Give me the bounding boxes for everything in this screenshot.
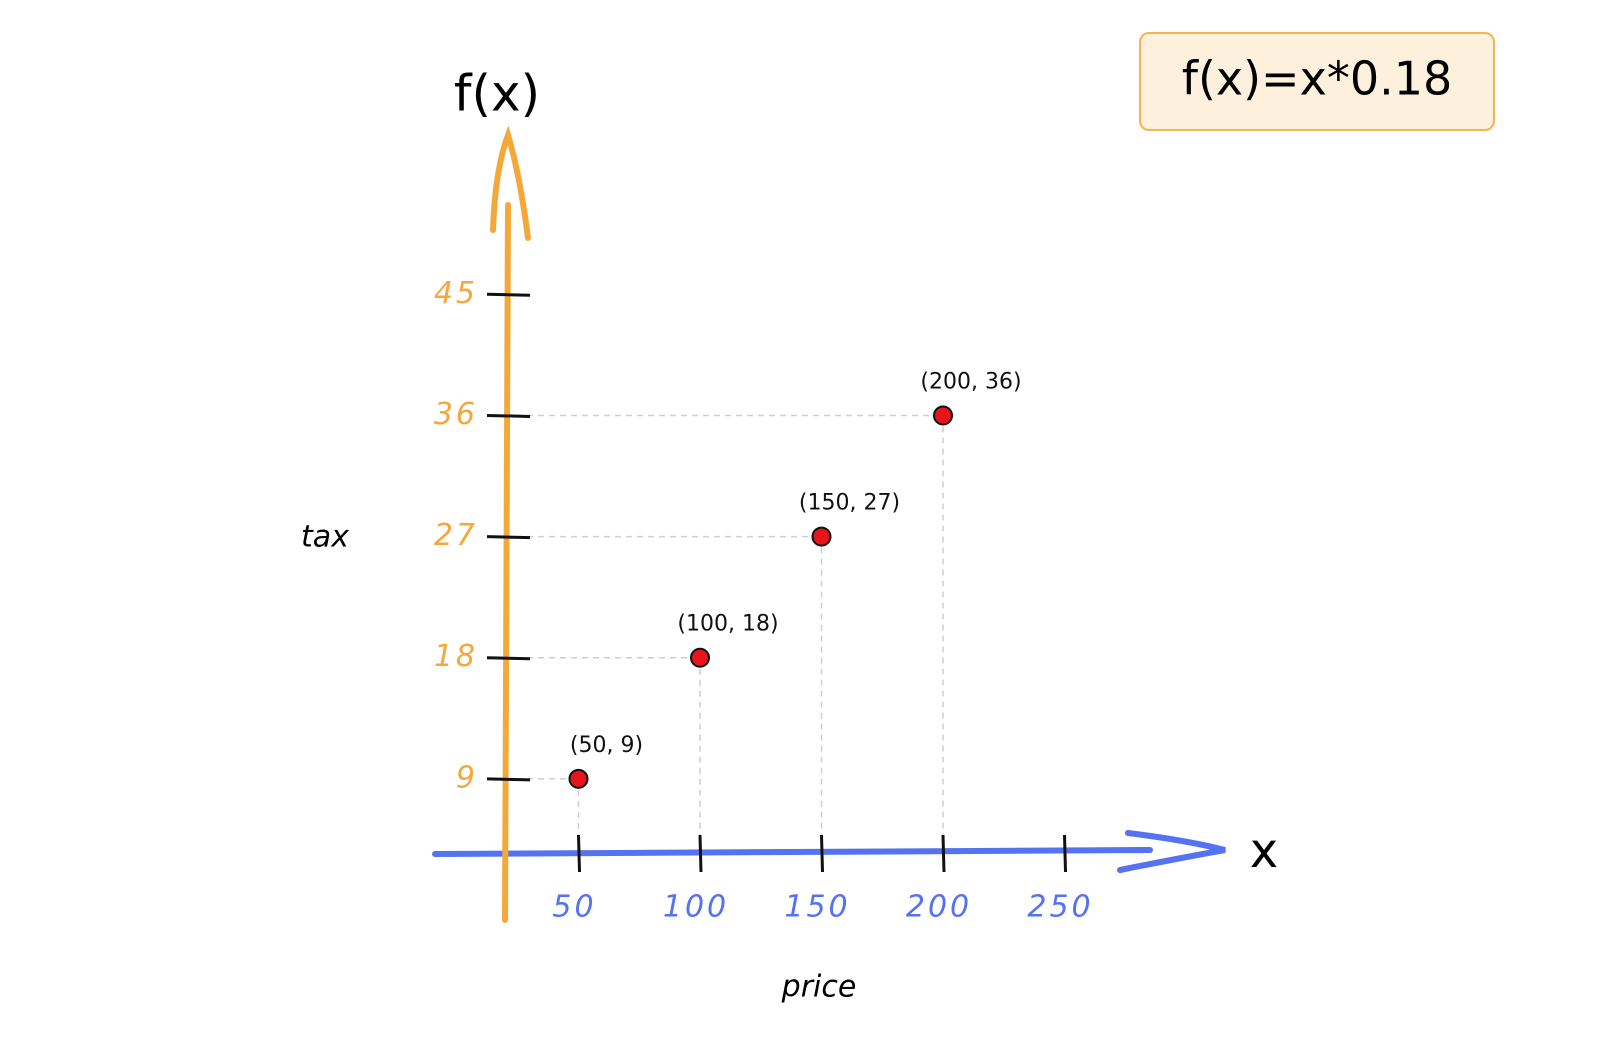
y-tick-label: 9 [456, 760, 478, 795]
point [933, 405, 953, 426]
x-tick [577, 834, 581, 873]
y-axis-title: tax [301, 520, 349, 555]
y-tick [486, 292, 531, 297]
y-tick [486, 413, 531, 418]
point-label: (200, 36) [920, 369, 1021, 394]
y-tick-label: 36 [434, 397, 478, 432]
point-label: (50, 9) [570, 733, 643, 758]
x-tick [1063, 834, 1067, 873]
x-axis-label: x [1250, 823, 1278, 879]
y-tick [486, 777, 531, 782]
formula-box [1139, 32, 1495, 131]
point [568, 768, 589, 789]
x-axis [432, 830, 1226, 873]
point-label: (100, 18) [677, 612, 778, 637]
point-label: (150, 27) [799, 491, 900, 516]
x-tick-label: 100 [663, 890, 729, 925]
x-tick-label: 200 [906, 890, 972, 925]
x-tick [698, 834, 703, 873]
x-tick-label: 250 [1027, 890, 1093, 925]
x-tick-label: 150 [784, 890, 850, 925]
y-axis-label: f(x) [454, 65, 540, 123]
x-tick-label: 50 [552, 890, 596, 925]
x-tick [941, 834, 946, 873]
y-tick [486, 535, 531, 540]
formula: f(x)=x*0.18 [1182, 52, 1453, 106]
x-axis-title: price [781, 970, 857, 1005]
point [690, 647, 710, 668]
point [811, 526, 832, 547]
x-tick [820, 834, 824, 873]
y-tick-label: 27 [434, 518, 478, 553]
y-tick-label: 18 [434, 639, 478, 674]
y-tick [486, 656, 531, 661]
y-axis [490, 125, 531, 923]
y-tick-label: 45 [434, 276, 478, 311]
